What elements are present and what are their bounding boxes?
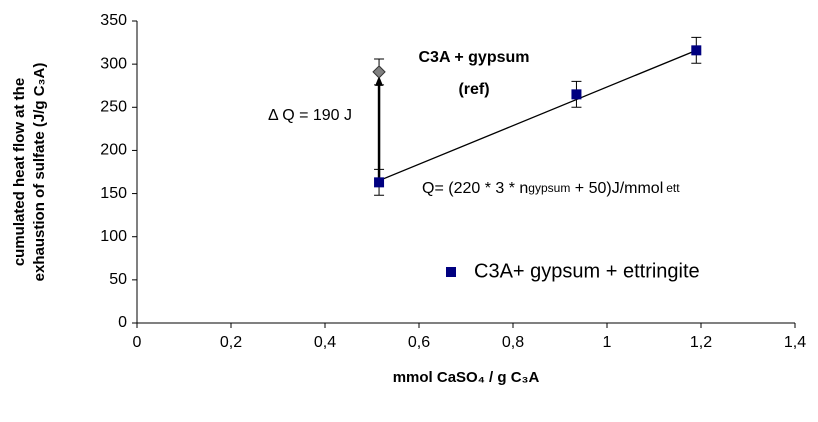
x-tick-label: 1,4 [784,334,806,351]
x-tick-label: 0,8 [502,334,524,351]
point [571,89,582,100]
equation-part: gypsum [528,181,570,195]
equation-annotation: Q= (220 * 3 * ngypsum + 50)J/mmol ett [422,180,680,197]
x-tick-label: 0,4 [314,334,336,351]
x-tick-label: 1,2 [690,334,712,351]
y-tick-label: 150 [100,185,127,202]
point [691,45,702,56]
equation-part: + 50)J/mmol [570,180,663,197]
y-tick-label: 100 [100,228,127,245]
y-tick-label: 250 [100,99,127,116]
equation-part: Q= (220 * 3 * n [422,180,528,197]
y-axis-title-line: cumulated heat flow at the [11,78,28,266]
delta-annotation: Δ Q = 190 J [268,107,352,124]
reference-point [372,65,386,79]
ref-annotation: (ref) [458,81,489,98]
trendline [378,49,697,182]
x-tick-label: 0,2 [220,334,242,351]
legend-swatch [446,267,456,277]
x-tick-label: 0 [133,334,142,351]
y-tick-label: 50 [109,271,127,288]
y-axis-title-line: exhaustion of sulfate (J/g C₃A) [31,63,48,282]
y-tick-label: 350 [100,12,127,29]
y-tick-label: 300 [100,55,127,72]
legend-label: C3A+ gypsum + ettringite [474,260,700,282]
x-axis-title: mmol CaSO₄ / g C₃A [393,369,540,386]
y-tick-label: 0 [118,314,127,331]
ref-annotation: C3A + gypsum [419,49,530,66]
equation-part: ett [666,181,680,195]
y-tick-label: 200 [100,142,127,159]
point [374,177,385,188]
y-axis-title: cumulated heat flow at the exhaustion of… [11,63,48,282]
x-tick-label: 1 [603,334,612,351]
x-tick-label: 0,6 [408,334,430,351]
